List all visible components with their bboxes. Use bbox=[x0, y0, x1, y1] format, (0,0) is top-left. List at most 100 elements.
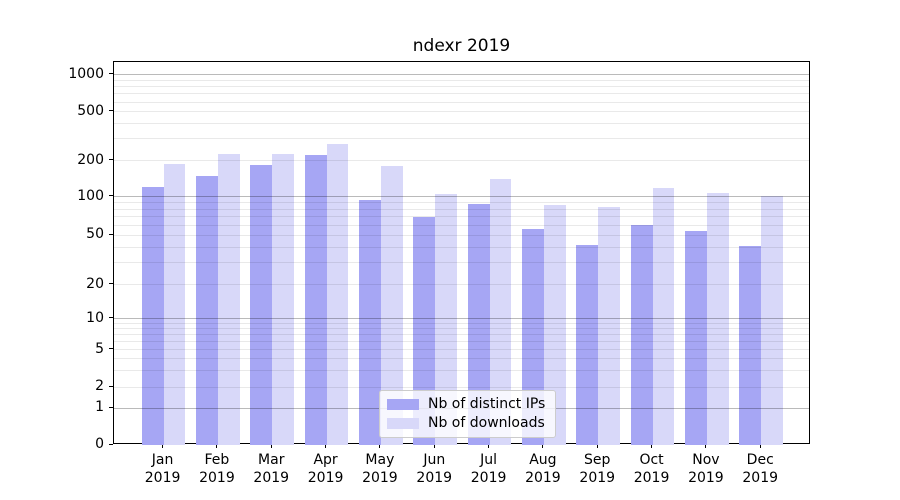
y-axis-tick-label: 500 bbox=[77, 102, 104, 119]
x-axis-tick-label: Oct 2019 bbox=[633, 452, 670, 486]
x-axis-tick-mark bbox=[379, 444, 381, 448]
bar-downloads bbox=[435, 193, 458, 445]
x-axis-tick-label: Apr 2019 bbox=[307, 452, 344, 486]
gridline-minor bbox=[114, 234, 809, 236]
y-axis-tick-mark bbox=[109, 233, 113, 235]
gridline-minor bbox=[114, 208, 809, 210]
gridline-minor bbox=[114, 322, 809, 324]
bar-downloads bbox=[163, 164, 186, 445]
y-axis-tick-mark bbox=[109, 348, 113, 350]
chart-title: ndexr 2019 bbox=[412, 36, 511, 56]
gridline-minor bbox=[114, 101, 809, 103]
bar-downloads bbox=[598, 207, 621, 445]
gridline-major bbox=[114, 196, 809, 198]
gridline-minor bbox=[114, 349, 809, 351]
x-axis-tick-label: Mar 2019 bbox=[253, 452, 290, 486]
gridline-minor bbox=[114, 284, 809, 286]
bar-ips bbox=[141, 186, 164, 445]
gridline-minor bbox=[114, 340, 809, 342]
x-axis-tick-label: Jul 2019 bbox=[470, 452, 507, 486]
bar-ips bbox=[739, 246, 762, 445]
bar-downloads bbox=[217, 154, 240, 445]
x-axis-tick-mark bbox=[651, 444, 653, 448]
y-axis-tick-label: 2 bbox=[95, 378, 104, 394]
x-axis-tick-mark bbox=[325, 444, 327, 448]
legend-label: Nb of downloads bbox=[428, 415, 545, 431]
y-axis-tick-label: 20 bbox=[86, 275, 104, 292]
y-axis-tick-label: 1 bbox=[95, 399, 104, 416]
gridline-minor bbox=[114, 328, 809, 330]
gridline-minor bbox=[114, 79, 809, 81]
y-axis-tick-mark bbox=[109, 443, 113, 445]
x-axis-tick-label: Jun 2019 bbox=[416, 452, 453, 486]
y-axis-tick-mark bbox=[109, 73, 113, 74]
y-axis-tick-mark bbox=[109, 406, 113, 408]
y-axis-tick-label: 0 bbox=[95, 436, 104, 452]
y-axis-tick-mark bbox=[109, 317, 113, 318]
x-axis-tick-mark bbox=[488, 444, 490, 448]
x-axis-tick-label: Feb 2019 bbox=[199, 452, 235, 486]
bar-downloads bbox=[326, 144, 349, 445]
x-axis-tick-mark bbox=[433, 444, 435, 448]
gridline-minor bbox=[114, 86, 809, 88]
y-axis-tick-mark bbox=[109, 385, 113, 387]
bar-ips bbox=[467, 204, 490, 445]
bar-downloads bbox=[380, 165, 403, 445]
bar-ips bbox=[359, 199, 381, 445]
gridline-minor bbox=[114, 246, 809, 248]
bar-downloads bbox=[652, 187, 675, 445]
x-axis-tick-mark bbox=[162, 444, 164, 448]
gridline-minor bbox=[114, 93, 809, 95]
legend-label: Nb of distinct IPs bbox=[428, 396, 546, 412]
x-axis-tick-label: May 2019 bbox=[362, 452, 398, 486]
bar-ips bbox=[576, 244, 599, 445]
y-axis-tick-label: 1000 bbox=[68, 65, 104, 82]
legend-item: Nb of distinct IPs bbox=[387, 395, 545, 414]
bar-ips bbox=[685, 231, 707, 445]
legend-item: Nb of downloads bbox=[387, 414, 545, 433]
gridline-minor bbox=[114, 358, 809, 360]
bar-ips bbox=[250, 165, 273, 445]
y-axis-tick-label: 200 bbox=[77, 151, 104, 168]
y-axis-tick-label: 50 bbox=[86, 226, 104, 243]
x-axis-tick-mark bbox=[542, 444, 544, 448]
y-axis-tick-mark bbox=[109, 110, 113, 112]
gridline-major bbox=[114, 74, 809, 75]
gridline-minor bbox=[114, 334, 809, 336]
x-axis-tick-label: Sep 2019 bbox=[579, 452, 616, 486]
gridline-minor bbox=[114, 138, 809, 140]
gridline-minor bbox=[114, 123, 809, 125]
x-axis-tick-label: Nov 2019 bbox=[688, 452, 724, 486]
gridline-minor bbox=[114, 160, 809, 161]
gridline-minor bbox=[114, 386, 809, 388]
gridline-minor bbox=[114, 111, 809, 113]
legend: Nb of distinct IPs Nb of downloads bbox=[379, 390, 557, 438]
y-axis-tick-mark bbox=[109, 195, 113, 197]
gridline-minor bbox=[114, 262, 809, 264]
x-axis-tick-label: Dec 2019 bbox=[742, 452, 779, 486]
bar-downloads bbox=[761, 195, 784, 445]
bar-ips bbox=[304, 155, 327, 445]
gridline-major bbox=[114, 318, 809, 319]
plot-area bbox=[113, 61, 810, 445]
bar-ips bbox=[413, 216, 436, 445]
x-axis-tick-mark bbox=[596, 444, 598, 448]
y-axis-tick-label: 100 bbox=[77, 187, 104, 204]
gridline-minor bbox=[114, 202, 809, 204]
bar-downloads bbox=[272, 153, 295, 445]
gridline-minor bbox=[114, 224, 809, 226]
bar-ips bbox=[630, 225, 653, 445]
legend-swatch bbox=[387, 399, 419, 410]
x-axis-tick-mark bbox=[270, 444, 272, 448]
bar-ips bbox=[196, 175, 218, 445]
x-axis-tick-label: Aug 2019 bbox=[525, 452, 561, 486]
x-axis-tick-mark bbox=[759, 444, 761, 448]
gridline-minor bbox=[114, 216, 809, 218]
x-axis-tick-mark bbox=[705, 444, 707, 448]
x-axis-tick-mark bbox=[216, 444, 218, 448]
y-axis-tick-label: 5 bbox=[95, 340, 104, 357]
bar-downloads bbox=[489, 178, 512, 445]
y-axis-tick-mark bbox=[109, 159, 113, 160]
gridline-minor bbox=[114, 369, 809, 371]
